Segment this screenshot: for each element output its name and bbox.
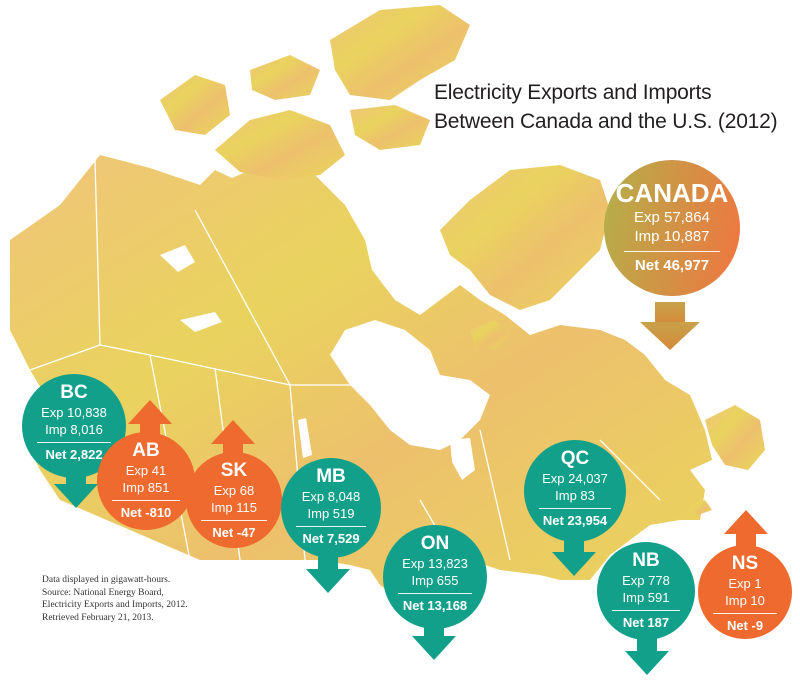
nb-exp: Exp 778 <box>622 573 670 588</box>
canada-rule <box>624 251 720 252</box>
mb-imp: Imp 519 <box>307 506 355 521</box>
canada-badge: CANADA Exp 57,864 Imp 10,887 Net 46,977 <box>604 160 740 296</box>
nb-net: Net 187 <box>622 615 670 630</box>
sk-imp: Imp 115 <box>210 500 257 515</box>
mb-exp: Exp 8,048 <box>301 489 361 504</box>
canada-exp: Exp 57,864 <box>634 209 710 226</box>
bc-badge: BC Exp 10,838 Imp 8,016 Net 2,822 <box>22 374 126 478</box>
island-melville <box>250 55 320 100</box>
nb-rule <box>612 610 680 611</box>
island-ellesmere <box>330 5 470 100</box>
sk-rule <box>201 520 267 521</box>
island-southampton <box>470 320 510 350</box>
great-slave-lake <box>180 312 222 332</box>
nb-arrow-down <box>625 637 669 682</box>
ns-rule <box>713 613 777 614</box>
note-retrieved: Retrieved February 21, 2013. <box>42 612 154 623</box>
ab-net: Net -810 <box>120 505 172 520</box>
mb-badge: MB Exp 8,048 Imp 519 Net 7,529 <box>281 458 381 558</box>
qc-rule <box>539 508 611 509</box>
on-badge: ON Exp 13,823 Imp 655 Net 13,168 <box>383 525 487 629</box>
island-banks <box>160 75 230 135</box>
on-imp: Imp 655 <box>411 573 459 588</box>
ns-badge: NS Exp 1 Imp 10 Net -9 <box>698 545 792 639</box>
island-newfoundland <box>705 405 765 470</box>
nb-imp: Imp 591 <box>622 590 670 605</box>
ab-rule <box>112 500 180 501</box>
bc-name: BC <box>60 382 88 403</box>
james-bay <box>450 438 475 480</box>
nb-name: NB <box>632 550 660 571</box>
ab-imp: Imp 851 <box>122 480 170 495</box>
title-line-2: Between Canada and the U.S. (2012) <box>434 110 778 133</box>
ab-name: AB <box>132 440 160 461</box>
qc-arrow-down <box>552 538 596 583</box>
title-line-1: Electricity Exports and Imports <box>434 81 712 104</box>
qc-arrow-icon <box>552 538 596 576</box>
ab-badge: AB Exp 41 Imp 851 Net -810 <box>97 432 195 530</box>
qc-name: QC <box>560 448 590 469</box>
sk-badge: SK Exp 68 Imp 115 Net -47 <box>186 452 282 548</box>
great-bear-lake <box>160 245 195 272</box>
on-name: ON <box>420 533 450 554</box>
source-note: Data displayed in gigawatt-hours. Source… <box>42 574 242 624</box>
note-publication: Electricity Exports and Imports, 2012. <box>42 600 188 610</box>
canada-net: Net 46,977 <box>634 257 710 274</box>
qc-badge: QC Exp 24,037 Imp 83 Net 23,954 <box>524 440 626 542</box>
lake-winnipeg <box>298 418 312 458</box>
mb-arrow-down <box>306 555 350 600</box>
on-rule <box>398 593 472 594</box>
bc-net: Net 2,822 <box>45 447 103 462</box>
qc-net: Net 23,954 <box>542 513 608 528</box>
on-net: Net 13,168 <box>402 598 468 613</box>
nb-badge: NB Exp 778 Imp 591 Net 187 <box>597 542 695 640</box>
ns-exp: Exp 1 <box>728 576 762 591</box>
hudson-bay <box>330 320 490 450</box>
on-exp: Exp 13,823 <box>402 556 468 571</box>
bc-exp: Exp 10,838 <box>41 405 107 420</box>
ab-exp: Exp 41 <box>125 463 167 478</box>
mb-name: MB <box>316 466 346 487</box>
mb-net: Net 7,529 <box>302 531 360 546</box>
ns-name: NS <box>731 553 759 574</box>
island-victoria <box>215 110 345 180</box>
mb-rule <box>296 526 366 527</box>
bc-imp: Imp 8,016 <box>45 422 103 437</box>
note-source: Source: National Energy Board, <box>42 587 164 598</box>
canada-arrow <box>640 302 700 350</box>
ns-net: Net -9 <box>726 618 764 633</box>
canada-name: CANADA <box>615 178 729 208</box>
mb-arrow-icon <box>306 555 350 593</box>
qc-exp: Exp 24,037 <box>542 471 608 486</box>
canada-imp: Imp 10,887 <box>634 228 710 245</box>
nb-arrow-icon <box>625 637 669 675</box>
island-pei <box>690 500 712 515</box>
sk-name: SK <box>220 460 248 481</box>
note-units: Data displayed in gigawatt-hours. <box>42 575 171 585</box>
qc-imp: Imp 83 <box>555 488 595 503</box>
island-baffin <box>440 165 610 310</box>
ns-arrow-icon <box>724 510 768 550</box>
island-devon <box>350 105 430 150</box>
sk-exp: Exp 68 <box>213 483 255 498</box>
sk-net: Net -47 <box>212 525 256 540</box>
ns-imp: Imp 10 <box>725 593 765 608</box>
bc-rule <box>37 442 111 443</box>
chart-title: Electricity Exports and Imports Between … <box>434 78 794 136</box>
